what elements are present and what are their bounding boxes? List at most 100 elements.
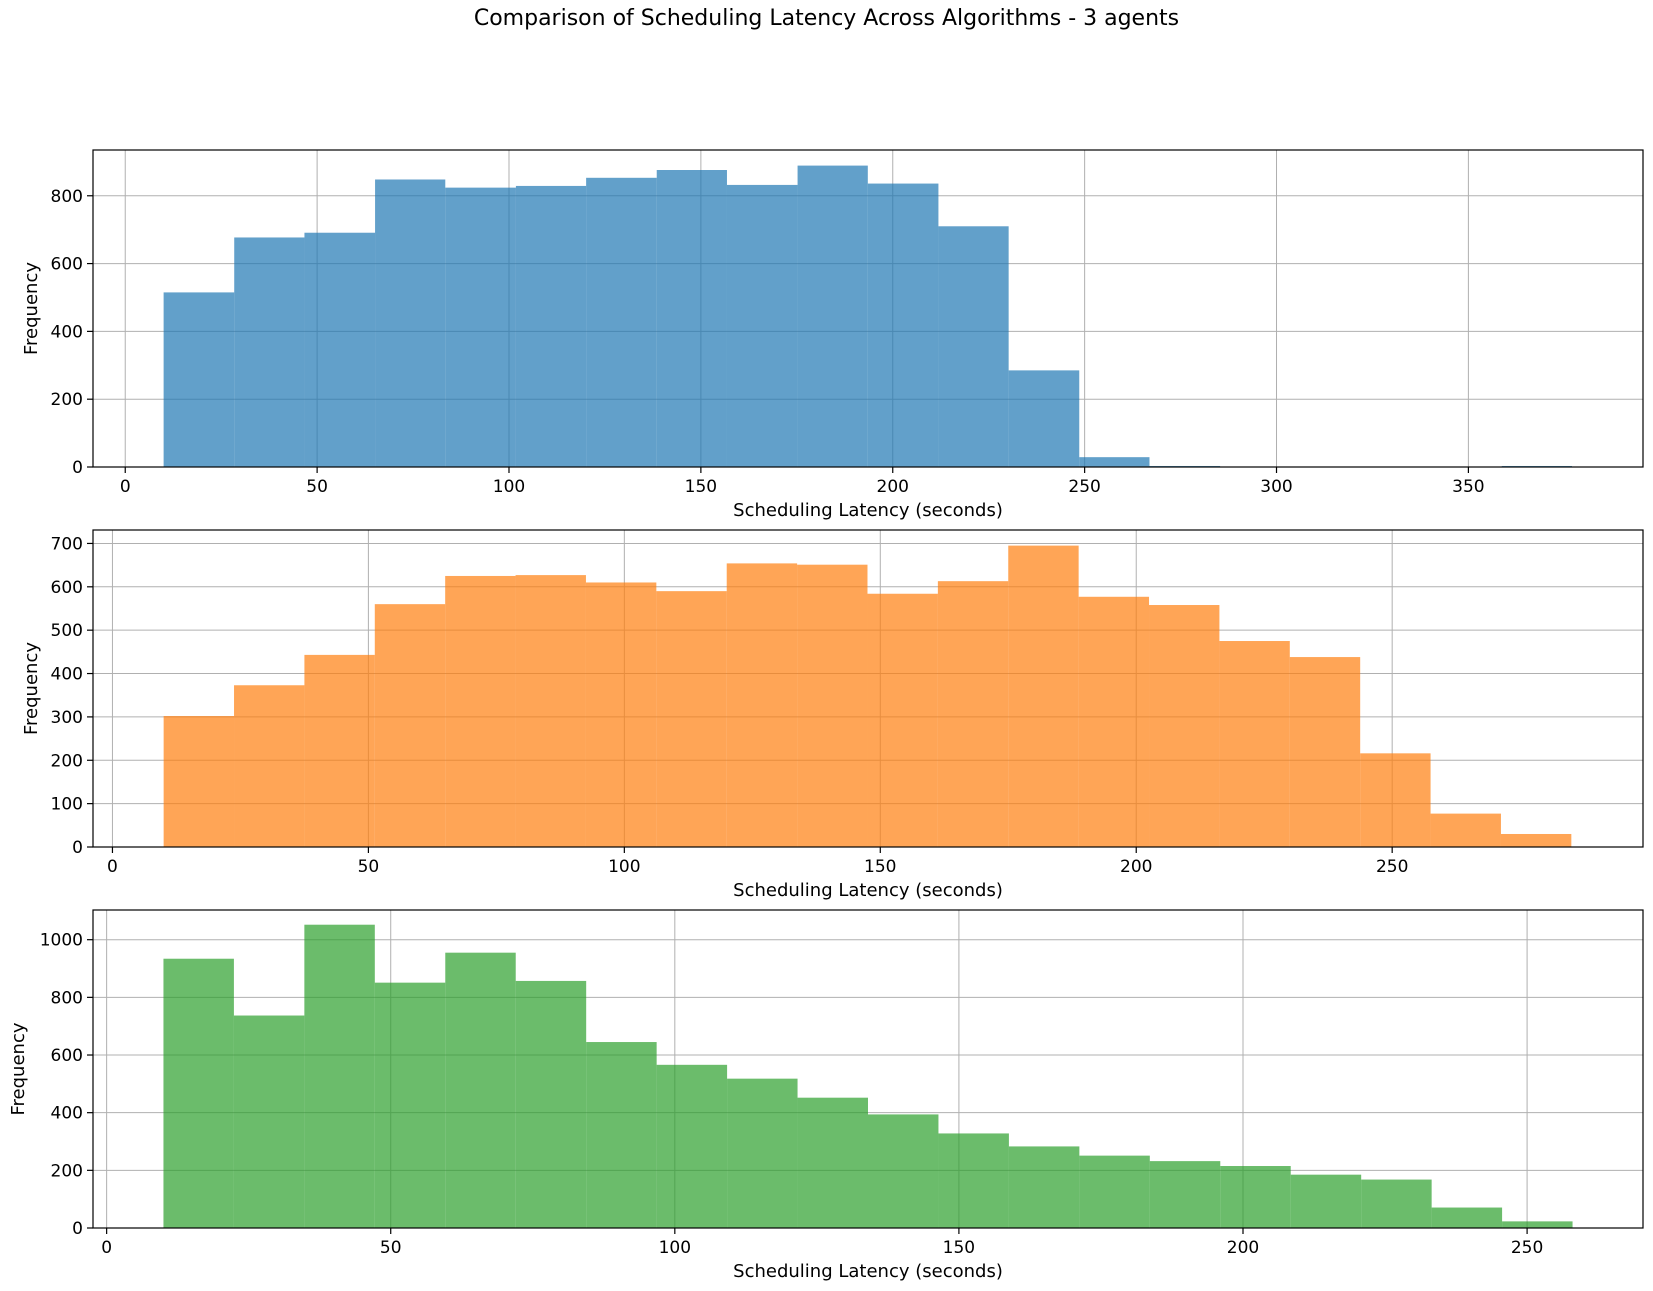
histogram-bar [656,591,727,847]
x-axis-label: Scheduling Latency (seconds) [733,880,1003,901]
x-tick-label: 200 [1227,1238,1259,1258]
x-tick-label: 50 [306,477,328,497]
histogram-panel-3: 0 50 100 150 200 250 0 200 400 600 800 1000 Scheduli… [8,909,1644,1282]
x-tick-label: 0 [107,857,118,877]
y-tick-label: 600 [51,1046,83,1066]
x-tick-label: 300 [1260,477,1292,497]
histogram-bar [656,170,727,467]
histogram-bar [938,1133,1009,1228]
histogram-bar [304,654,375,847]
y-tick-label: 400 [51,1104,83,1124]
x-axis-label: Scheduling Latency (seconds) [733,500,1003,521]
histogram-bar [1008,545,1079,847]
x-tick-label: 50 [380,1238,402,1258]
histogram-bar [234,685,305,847]
histogram-bar [1078,596,1150,847]
histogram-bar [445,187,516,467]
histogram-bar [867,593,938,847]
histogram-bar [1008,370,1080,467]
histogram-bar [515,575,586,847]
histogram-bar [1431,1207,1503,1228]
y-tick-label: 100 [51,795,83,815]
histogram-bar [374,604,446,847]
histogram-bar [1430,813,1501,847]
histogram-bar [1008,1146,1080,1228]
histogram-bar [1219,641,1290,847]
histogram-bar [304,924,375,1228]
histogram-bar [1220,1166,1291,1228]
axes-frame [92,909,1644,1229]
histogram-panel-1: 0 50 100 150 200 250 300 350 0 200 400 600 800 Schedu… [21,149,1644,521]
y-axis-label: Frequency [8,1022,29,1115]
y-tick-label: 300 [51,708,83,728]
histogram-panel-2: 0 50 100 150 200 250 0 100 200 300 400 500 600 700 Sch… [21,529,1644,901]
histogram-bar [585,582,657,847]
y-tick-label: 600 [51,578,83,598]
histogram-bar [726,184,798,468]
histogram-bar [1149,605,1220,847]
histogram-bar [937,581,1009,847]
y-tick-label: 0 [72,458,83,478]
x-tick-label: 0 [101,1238,112,1258]
histogram-bar [233,1015,305,1228]
x-tick-label: 150 [685,477,717,497]
histogram-bar [797,165,868,468]
histogram-bar [1079,1155,1150,1228]
histogram-bar [375,179,446,467]
histogram-bar [867,183,939,468]
y-tick-label: 400 [51,665,83,685]
histogram-bar [1360,753,1431,847]
histogram-bar [1361,1179,1432,1228]
y-tick-label: 800 [51,187,83,207]
y-axis-label: Frequency [21,642,42,735]
histogram-bar [797,1097,868,1228]
histogram-bar [163,958,234,1228]
histogram-bar [1289,657,1361,847]
histogram-bar [1500,833,1572,847]
histogram-bar [163,292,235,467]
x-tick-label: 50 [358,857,380,877]
x-tick-label: 250 [1511,1238,1543,1258]
x-tick-label: 200 [1120,857,1152,877]
histogram-bar [445,575,516,847]
x-tick-label: 250 [1376,857,1408,877]
histogram-bar [586,1042,657,1228]
x-tick-label: 250 [1068,477,1100,497]
y-tick-label: 700 [51,534,83,554]
histogram-bar [1290,1174,1362,1228]
histogram-bar [445,952,516,1228]
histogram-bar [515,185,587,467]
x-tick-label: 0 [120,477,131,497]
x-tick-label: 100 [608,857,640,877]
y-tick-label: 800 [51,988,83,1008]
histogram-bar [938,226,1009,467]
x-axis-label: Scheduling Latency (seconds) [733,1261,1003,1282]
histogram-bar [234,237,305,467]
y-axis-label: Frequency [21,262,42,355]
x-tick-label: 350 [1452,477,1484,497]
x-tick-label: 150 [864,857,896,877]
axes-frame [92,529,1644,848]
histogram-bar [868,1114,939,1228]
histogram-bar [1149,1161,1221,1228]
y-tick-label: 200 [51,390,83,410]
y-tick-label: 200 [51,1161,83,1181]
histogram-bar [304,232,376,467]
axes-frame [92,149,1644,468]
histogram-bar [727,1078,798,1228]
x-tick-label: 200 [877,477,909,497]
y-tick-label: 200 [51,751,83,771]
y-tick-label: 400 [51,322,83,342]
y-tick-label: 1000 [40,931,83,951]
histogram-bar [586,177,657,467]
histogram-bar [797,564,868,847]
histogram-bar [726,563,798,847]
histogram-bar [1079,457,1150,467]
x-tick-label: 100 [659,1238,691,1258]
histogram-bar [515,980,587,1228]
y-tick-label: 500 [51,621,83,641]
histogram-bar [656,1064,728,1228]
x-tick-label: 100 [493,477,525,497]
